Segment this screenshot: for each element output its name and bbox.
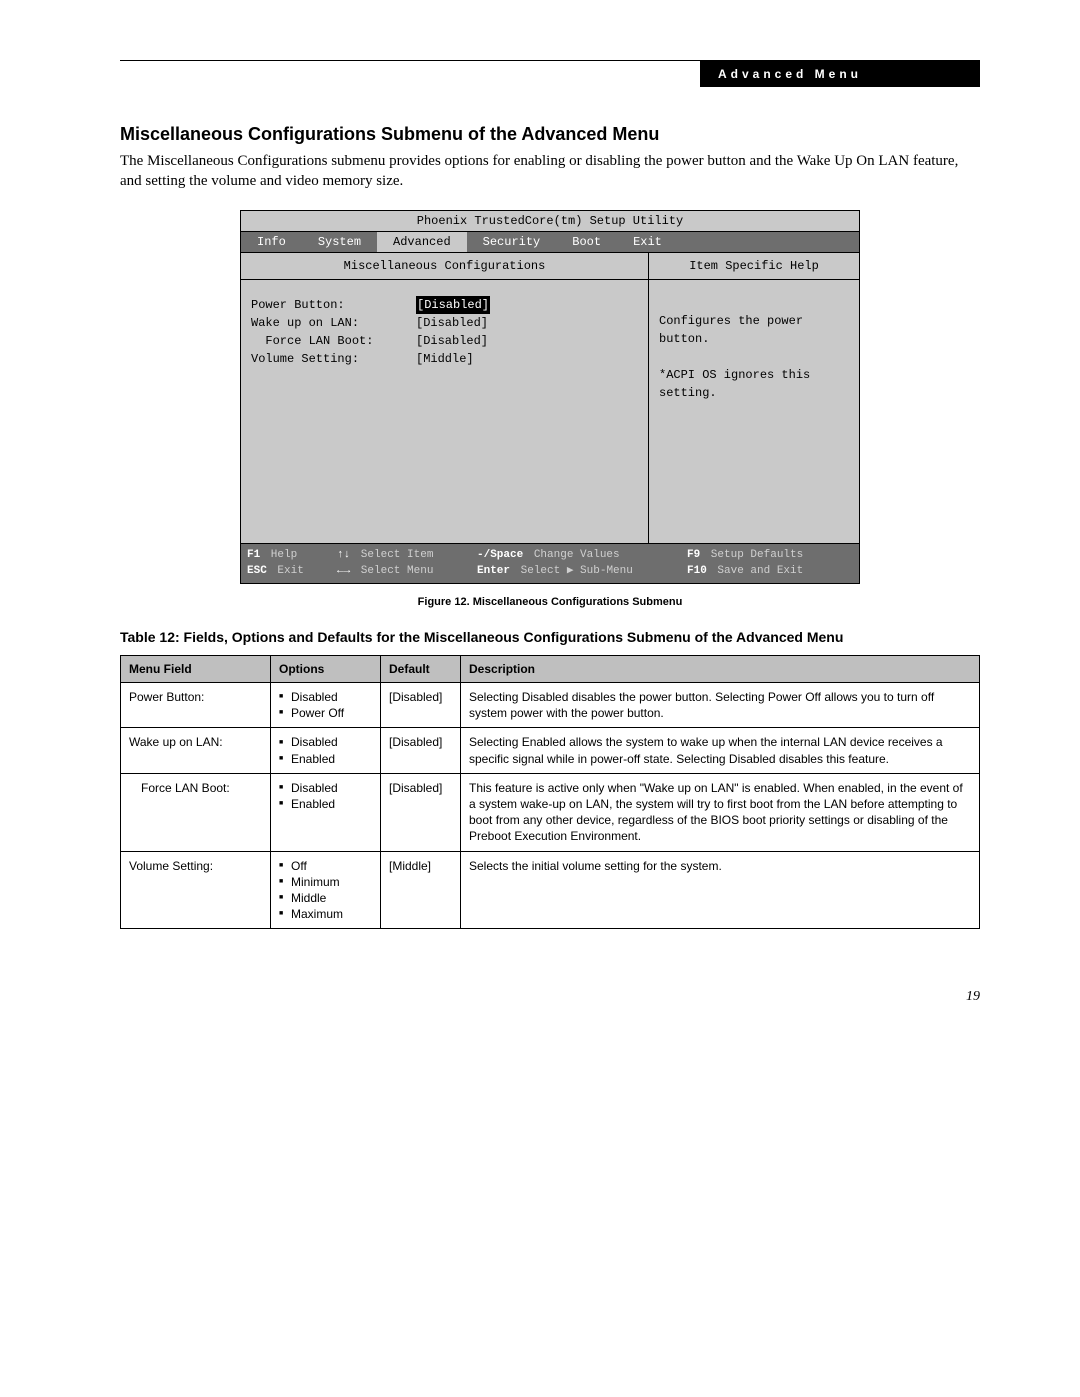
bios-screenshot: Phoenix TrustedCore(tm) Setup Utility In… bbox=[240, 210, 860, 584]
bios-tab[interactable]: System bbox=[302, 232, 377, 252]
table-cell-options: DisabledPower Off bbox=[271, 683, 381, 728]
table-row: Wake up on LAN:DisabledEnabled[Disabled]… bbox=[121, 728, 980, 773]
table-cell-field: Wake up on LAN: bbox=[121, 728, 271, 773]
table-header-cell: Description bbox=[461, 656, 980, 683]
bios-setting-value[interactable]: [Disabled] bbox=[416, 332, 488, 350]
bios-help-panel: Item Specific Help Configures the powerb… bbox=[649, 253, 859, 543]
bios-setting-row[interactable]: Volume Setting:[Middle] bbox=[251, 350, 638, 368]
section-title: Miscellaneous Configurations Submenu of … bbox=[120, 124, 980, 145]
table-cell-field: Force LAN Boot: bbox=[121, 773, 271, 851]
table-cell-options: DisabledEnabled bbox=[271, 773, 381, 851]
bios-footer-hint: ←→ Select Menu bbox=[337, 563, 477, 580]
bios-footer: F1 Help↑↓ Select Item-/Space Change Valu… bbox=[241, 543, 859, 583]
bios-setting-value[interactable]: [Disabled] bbox=[416, 314, 488, 332]
table-cell-options: OffMinimumMiddleMaximum bbox=[271, 851, 381, 929]
table-row: Volume Setting:OffMinimumMiddleMaximum[M… bbox=[121, 851, 980, 929]
bios-setting-value[interactable]: [Middle] bbox=[416, 350, 474, 368]
bios-setting-value[interactable]: [Disabled] bbox=[416, 296, 490, 314]
page-number: 19 bbox=[120, 989, 980, 1005]
table-cell-field: Volume Setting: bbox=[121, 851, 271, 929]
table-row: Power Button:DisabledPower Off[Disabled]… bbox=[121, 683, 980, 728]
bios-setting-row[interactable]: Power Button:[Disabled] bbox=[251, 296, 638, 314]
bios-footer-hint: F10 Save and Exit bbox=[687, 563, 847, 580]
bios-setting-label: Force LAN Boot: bbox=[251, 332, 416, 350]
table-cell-options: DisabledEnabled bbox=[271, 728, 381, 773]
table-header-cell: Menu Field bbox=[121, 656, 271, 683]
bios-footer-hint: -/Space Change Values bbox=[477, 547, 687, 564]
bios-setting-label: Power Button: bbox=[251, 296, 416, 314]
bios-footer-hint: F1 Help bbox=[247, 547, 337, 564]
options-table: Menu FieldOptionsDefaultDescription Powe… bbox=[120, 655, 980, 929]
header-section-label: Advanced Menu bbox=[700, 61, 980, 87]
table-cell-description: Selecting Disabled disables the power bu… bbox=[461, 683, 980, 728]
bios-setting-row[interactable]: Wake up on LAN:[Disabled] bbox=[251, 314, 638, 332]
bios-setting-label: Wake up on LAN: bbox=[251, 314, 416, 332]
table-cell-description: Selecting Enabled allows the system to w… bbox=[461, 728, 980, 773]
table-header-cell: Default bbox=[381, 656, 461, 683]
bios-tab[interactable]: Boot bbox=[556, 232, 617, 252]
bios-footer-hint: F9 Setup Defaults bbox=[687, 547, 847, 564]
table-cell-field: Power Button: bbox=[121, 683, 271, 728]
bios-setting-label: Volume Setting: bbox=[251, 350, 416, 368]
bios-title: Phoenix TrustedCore(tm) Setup Utility bbox=[241, 211, 859, 232]
table-cell-description: Selects the initial volume setting for t… bbox=[461, 851, 980, 929]
bios-footer-hint: ↑↓ Select Item bbox=[337, 547, 477, 564]
bios-left-panel: Miscellaneous Configurations Power Butto… bbox=[241, 253, 649, 543]
figure-caption: Figure 12. Miscellaneous Configurations … bbox=[120, 596, 980, 608]
table-cell-default: [Middle] bbox=[381, 851, 461, 929]
bios-setting-row[interactable]: Force LAN Boot:[Disabled] bbox=[251, 332, 638, 350]
bios-submenu-title: Miscellaneous Configurations bbox=[251, 259, 638, 273]
table-header-cell: Options bbox=[271, 656, 381, 683]
bios-help-text: Configures the powerbutton. *ACPI OS ign… bbox=[659, 296, 849, 402]
table-cell-default: [Disabled] bbox=[381, 728, 461, 773]
bios-footer-hint: ESC Exit bbox=[247, 563, 337, 580]
table-title: Table 12: Fields, Options and Defaults f… bbox=[120, 628, 980, 648]
section-intro: The Miscellaneous Configurations submenu… bbox=[120, 151, 980, 192]
bios-tab[interactable]: Exit bbox=[617, 232, 678, 252]
bios-tab[interactable]: Info bbox=[241, 232, 302, 252]
bios-tabs: InfoSystemAdvancedSecurityBootExit bbox=[241, 232, 859, 253]
bios-tab[interactable]: Security bbox=[467, 232, 557, 252]
bios-tab[interactable]: Advanced bbox=[377, 232, 467, 252]
header-rule: Advanced Menu bbox=[120, 60, 980, 88]
bios-help-title: Item Specific Help bbox=[659, 259, 849, 273]
table-cell-description: This feature is active only when "Wake u… bbox=[461, 773, 980, 851]
table-row: Force LAN Boot:DisabledEnabled[Disabled]… bbox=[121, 773, 980, 851]
table-cell-default: [Disabled] bbox=[381, 683, 461, 728]
bios-footer-hint: Enter Select ▶ Sub-Menu bbox=[477, 563, 687, 580]
table-cell-default: [Disabled] bbox=[381, 773, 461, 851]
